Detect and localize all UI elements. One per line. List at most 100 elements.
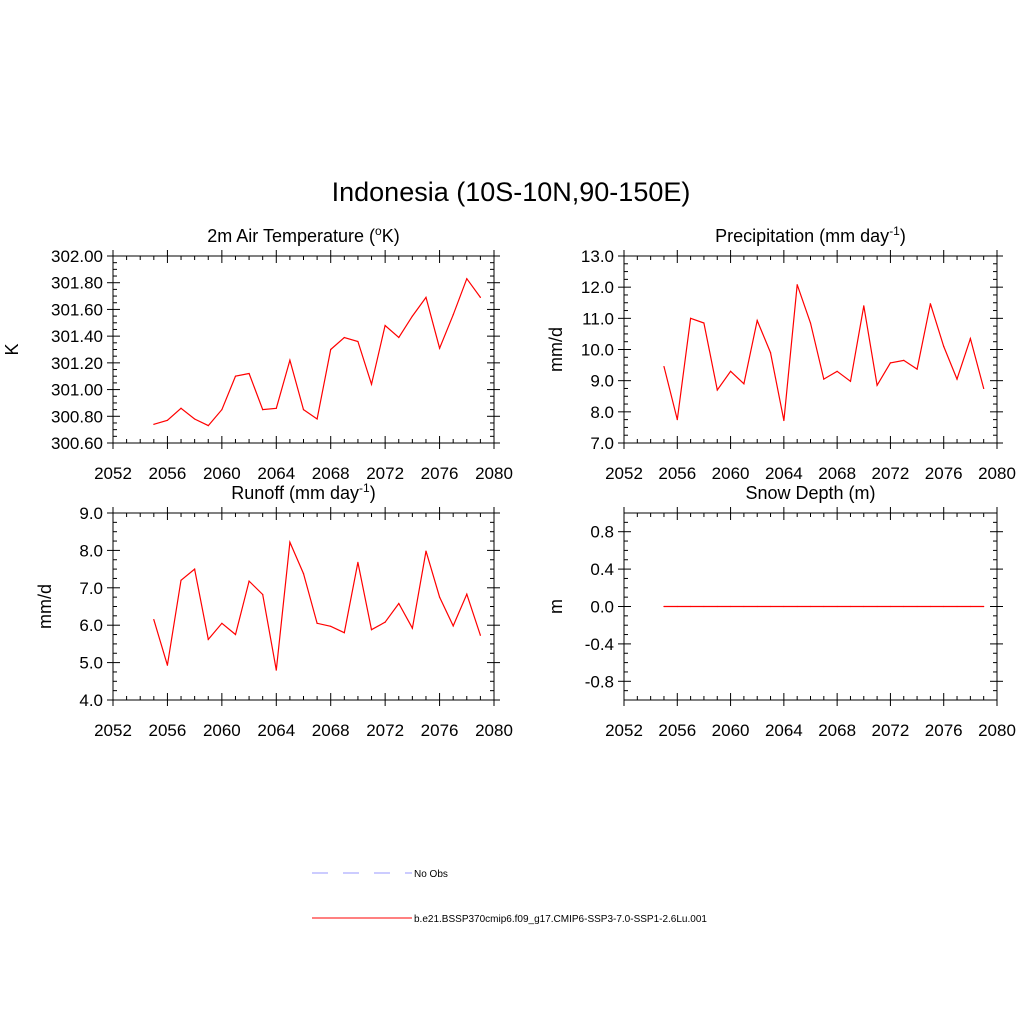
data-point bbox=[425, 296, 427, 299]
series-line-1 bbox=[153, 539, 481, 671]
data-point bbox=[703, 605, 705, 608]
y-tick-label: 12.0 bbox=[581, 278, 614, 297]
data-point bbox=[234, 375, 237, 377]
x-tick-label: 2076 bbox=[925, 464, 963, 483]
y-tick-label: 8.0 bbox=[590, 403, 614, 422]
y-tick-label: 4.0 bbox=[79, 691, 103, 710]
y-tick-label: 11.0 bbox=[582, 309, 614, 328]
series-line-1 bbox=[153, 277, 481, 427]
y-tick-label: 5.0 bbox=[79, 654, 103, 673]
data-point bbox=[676, 419, 678, 421]
y-tick-label: -0.4 bbox=[585, 635, 614, 654]
data-point bbox=[903, 359, 905, 362]
y-tick-label: 301.80 bbox=[51, 274, 103, 293]
data-point bbox=[302, 572, 305, 575]
y-tick-label: 7.0 bbox=[79, 579, 103, 598]
x-tick-label: 2060 bbox=[203, 464, 241, 483]
x-tick-label: 2052 bbox=[94, 721, 132, 740]
y-tick-label: 9.0 bbox=[79, 504, 103, 523]
data-point bbox=[836, 605, 838, 608]
data-point bbox=[248, 580, 250, 582]
data-point bbox=[452, 314, 454, 316]
x-tick-label: 2056 bbox=[149, 721, 187, 740]
x-tick-label: 2060 bbox=[712, 464, 750, 483]
x-tick-label: 2076 bbox=[421, 464, 459, 483]
data-point bbox=[969, 605, 971, 608]
y-tick-label: 10.0 bbox=[581, 341, 614, 360]
data-point bbox=[809, 322, 812, 324]
y-tick-label: 301.40 bbox=[51, 327, 103, 346]
legend-label: No Obs bbox=[414, 869, 448, 880]
x-tick-label: 2072 bbox=[366, 721, 404, 740]
y-tick-label: 0.8 bbox=[590, 523, 614, 542]
data-point bbox=[889, 362, 892, 364]
data-point bbox=[983, 605, 985, 608]
data-point bbox=[343, 336, 345, 339]
data-point bbox=[690, 605, 692, 608]
x-tick-label: 2064 bbox=[257, 464, 295, 483]
y-axis-label: K bbox=[2, 343, 22, 355]
chart-panel-4: 2052 2056 2060 2064 2068 2072 2076 2080 -0.8 -0.4… bbox=[546, 483, 1016, 740]
data-point bbox=[438, 347, 441, 349]
series-line-1 bbox=[663, 284, 985, 421]
data-point bbox=[194, 418, 196, 420]
data-point bbox=[796, 284, 798, 286]
y-tick-label: 301.20 bbox=[51, 354, 103, 373]
x-tick-label: 2072 bbox=[872, 721, 910, 740]
data-point bbox=[221, 409, 223, 411]
data-point bbox=[889, 605, 892, 608]
data-point bbox=[166, 419, 169, 421]
y-tick-label: 302.00 bbox=[51, 247, 103, 266]
data-point bbox=[929, 303, 931, 305]
y-tick-label: 301.00 bbox=[51, 381, 103, 400]
x-tick-label: 2064 bbox=[257, 721, 295, 740]
data-point bbox=[676, 605, 678, 608]
figure-title: Indonesia (10S-10N,90-150E) bbox=[332, 177, 691, 207]
data-point bbox=[943, 605, 945, 608]
data-point bbox=[956, 605, 958, 608]
data-point bbox=[180, 579, 182, 581]
x-tick-label: 2064 bbox=[765, 464, 803, 483]
data-point bbox=[234, 633, 237, 636]
data-point bbox=[823, 378, 825, 380]
data-point bbox=[769, 605, 772, 608]
data-point bbox=[316, 622, 318, 624]
chart-panel-3: 2052 2056 2060 2064 2068 2072 2076 2080 4.0 5.0 6.… bbox=[35, 481, 513, 740]
y-tick-label: 301.60 bbox=[51, 300, 103, 319]
panel-title: Snow Depth (m) bbox=[745, 483, 875, 503]
x-tick-label: 2072 bbox=[872, 464, 910, 483]
data-point bbox=[425, 550, 427, 552]
y-tick-label: 9.0 bbox=[590, 372, 614, 391]
data-point bbox=[398, 336, 400, 339]
x-tick-label: 2068 bbox=[818, 721, 856, 740]
data-point bbox=[903, 605, 905, 608]
data-point bbox=[716, 605, 718, 608]
data-point bbox=[929, 605, 931, 608]
x-tick-label: 2076 bbox=[925, 721, 963, 740]
chart-panel-2: 2052 2056 2060 2064 2068 2072 2076 2080 7.0 8.0 9.… bbox=[546, 224, 1016, 483]
data-point bbox=[796, 605, 798, 608]
x-tick-label: 2072 bbox=[366, 464, 404, 483]
data-point bbox=[983, 387, 985, 390]
x-tick-label: 2056 bbox=[149, 464, 187, 483]
chart-panel-1: 2052 2056 2060 2064 2068 2072 2076 2080 300.60 30… bbox=[2, 224, 513, 483]
legend: No Obs b.e21.BSSP370cmip6.f09_g17.CMIP6-S… bbox=[312, 869, 707, 925]
data-point bbox=[956, 378, 958, 380]
data-point bbox=[876, 384, 878, 386]
data-point bbox=[153, 423, 155, 425]
y-axis-label: mm/d bbox=[35, 584, 55, 629]
data-point bbox=[330, 348, 332, 351]
x-tick-label: 2060 bbox=[712, 721, 750, 740]
data-point bbox=[743, 383, 745, 385]
data-point bbox=[849, 605, 852, 608]
y-tick-label: 0.0 bbox=[590, 598, 614, 617]
plot-frame bbox=[112, 512, 495, 701]
x-tick-label: 2068 bbox=[312, 721, 350, 740]
data-point bbox=[863, 605, 865, 608]
data-point bbox=[166, 664, 169, 666]
legend-item-2: b.e21.BSSP370cmip6.f09_g17.CMIP6-SSP3-7.… bbox=[312, 914, 707, 925]
data-point bbox=[384, 621, 386, 623]
plot-frame bbox=[112, 255, 495, 444]
x-tick-label: 2080 bbox=[475, 464, 513, 483]
data-point bbox=[153, 618, 155, 621]
